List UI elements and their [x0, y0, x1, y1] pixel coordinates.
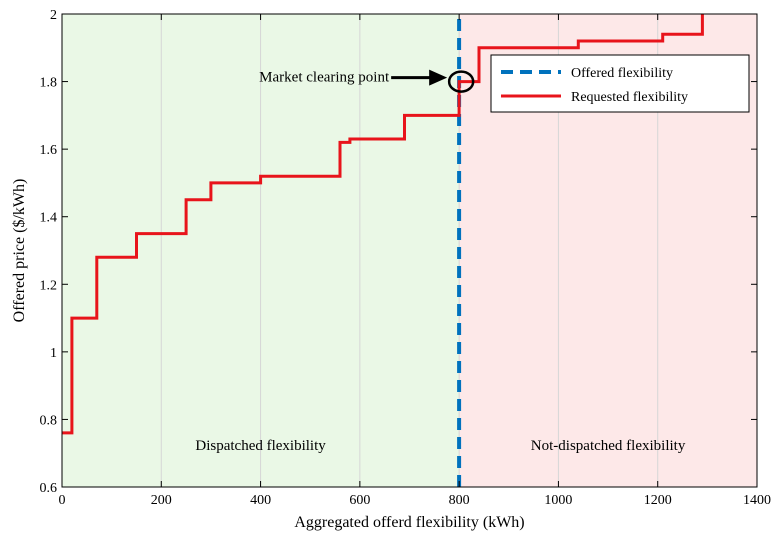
y-tick-label: 1.4	[40, 211, 58, 226]
series-group	[62, 14, 704, 487]
annotation-label: Market clearing point	[259, 70, 390, 86]
x-tick-label: 1200	[644, 493, 672, 508]
market-clearing-circle	[447, 70, 475, 93]
legend: Offered flexibility Requested flexibility	[490, 54, 750, 113]
axis-ticks: 0 200 400 600 800 1000 1200 1400 0.6 0.8 1 1.2 1.4 1.…	[40, 8, 772, 508]
region-label-0: Dispatched flexibility	[195, 438, 326, 454]
region-labels: Dispatched flexibility Not-dispatched fle…	[195, 438, 685, 454]
x-tick-label: 200	[151, 493, 172, 508]
series-line-requested	[62, 14, 704, 435]
x-tick-label: 800	[449, 493, 470, 508]
region-label-1: Not-dispatched flexibility	[531, 438, 686, 454]
y-tick-label: 1	[50, 346, 57, 361]
legend-label-0: Offered flexibility	[571, 66, 673, 81]
annotation-arrowhead	[429, 69, 448, 86]
y-tick-label: 1.6	[40, 143, 58, 158]
y-tick-label: 0.6	[40, 481, 58, 496]
x-tick-label: 1400	[743, 493, 771, 508]
x-tick-label: 0	[59, 493, 66, 508]
y-axis-label: Offered price ($/kWh)	[11, 179, 28, 323]
y-tick-label: 1.8	[40, 76, 58, 91]
plot-frame	[61, 13, 758, 488]
x-axis-label: Aggregated offerd flexibility (kWh)	[294, 514, 524, 531]
x-tick-label: 400	[250, 493, 271, 508]
x-tick-label: 600	[349, 493, 370, 508]
y-tick-label: 2	[50, 8, 57, 23]
legend-box	[490, 54, 750, 113]
y-tick-label: 1.2	[40, 278, 58, 293]
x-tick-label: 1000	[544, 493, 572, 508]
annotation-group: Market clearing point	[259, 69, 475, 93]
legend-label-1: Requested flexibility	[571, 90, 688, 105]
y-tick-label: 0.8	[40, 413, 58, 428]
